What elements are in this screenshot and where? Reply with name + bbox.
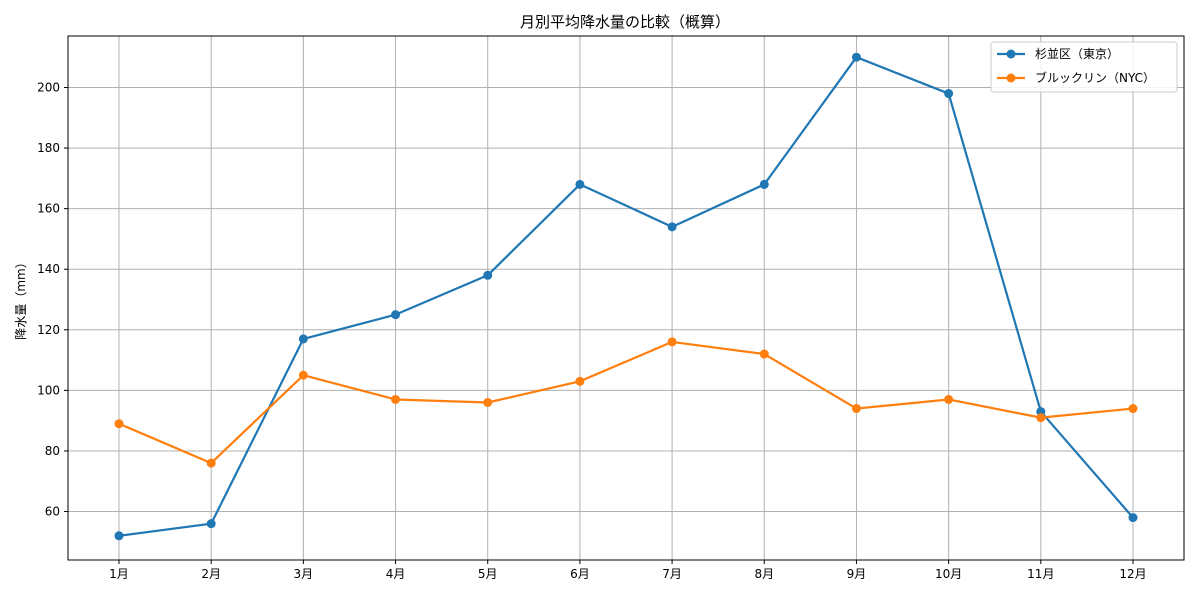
data-point xyxy=(391,394,401,404)
data-point xyxy=(575,376,585,386)
axis-ticks: 1月 2月 3月 4月 5月 6月 7月 8月 9月 10月 11月 12月 60 80 100 120 140… xyxy=(37,80,1147,581)
y-tick-label: 140 xyxy=(37,262,60,276)
legend: 杉並区（東京） ブルックリン（NYC） xyxy=(990,41,1178,93)
data-point xyxy=(483,270,493,280)
y-tick-label: 80 xyxy=(45,444,60,458)
x-tick-label: 9月 xyxy=(847,567,867,581)
series-line xyxy=(118,56,1134,537)
data-point xyxy=(851,52,861,62)
x-tick-label: 2月 xyxy=(201,567,221,581)
x-tick-label: 4月 xyxy=(386,567,406,581)
y-tick-label: 180 xyxy=(37,141,60,155)
data-point xyxy=(1036,413,1046,423)
x-tick-label: 11月 xyxy=(1027,567,1054,581)
data-point xyxy=(114,419,124,429)
x-tick-label: 6月 xyxy=(570,567,590,581)
y-tick-label: 60 xyxy=(45,505,60,519)
data-point xyxy=(944,89,954,99)
data-point xyxy=(206,519,216,529)
y-tick-label: 160 xyxy=(37,202,60,216)
plot-frame xyxy=(67,35,1185,561)
y-tick-label: 200 xyxy=(37,80,60,94)
data-point xyxy=(851,404,861,414)
x-tick-label: 1月 xyxy=(109,567,129,581)
series-layer xyxy=(114,52,1138,541)
legend-swatch-marker xyxy=(1006,73,1016,83)
x-tick-label: 8月 xyxy=(754,567,774,581)
legend-label: 杉並区（東京） xyxy=(1035,47,1119,61)
data-point xyxy=(667,222,677,232)
grid-lines xyxy=(68,36,1184,560)
data-point xyxy=(206,458,216,468)
data-point xyxy=(1128,513,1138,523)
chart-title: 月別平均降水量の比較（概算） xyxy=(520,13,730,31)
series-0 xyxy=(114,52,1138,541)
series-line xyxy=(118,340,1134,465)
legend-box xyxy=(990,41,1178,93)
y-axis-label: 降水量（mm） xyxy=(14,256,28,339)
data-point xyxy=(114,531,124,541)
data-point xyxy=(483,397,493,407)
data-point xyxy=(944,394,954,404)
x-tick-label: 3月 xyxy=(294,567,314,581)
x-tick-label: 7月 xyxy=(662,567,682,581)
data-point xyxy=(1128,404,1138,414)
x-tick-label: 12月 xyxy=(1119,567,1146,581)
y-tick-label: 100 xyxy=(37,383,60,397)
legend-item: ブルックリン（NYC） xyxy=(997,70,1155,85)
legend-item: 杉並区（東京） xyxy=(997,47,1119,61)
data-point xyxy=(298,334,308,344)
data-point xyxy=(391,310,401,320)
x-tick-label: 10月 xyxy=(935,567,962,581)
data-point xyxy=(759,349,769,359)
data-point xyxy=(575,179,585,189)
data-point xyxy=(759,179,769,189)
legend-label: ブルックリン（NYC） xyxy=(1035,70,1155,85)
data-point xyxy=(667,337,677,347)
data-point xyxy=(298,370,308,380)
y-tick-label: 120 xyxy=(37,323,60,337)
legend-swatch-marker xyxy=(1006,49,1016,59)
series-1 xyxy=(114,337,1138,468)
x-tick-label: 5月 xyxy=(478,567,498,581)
